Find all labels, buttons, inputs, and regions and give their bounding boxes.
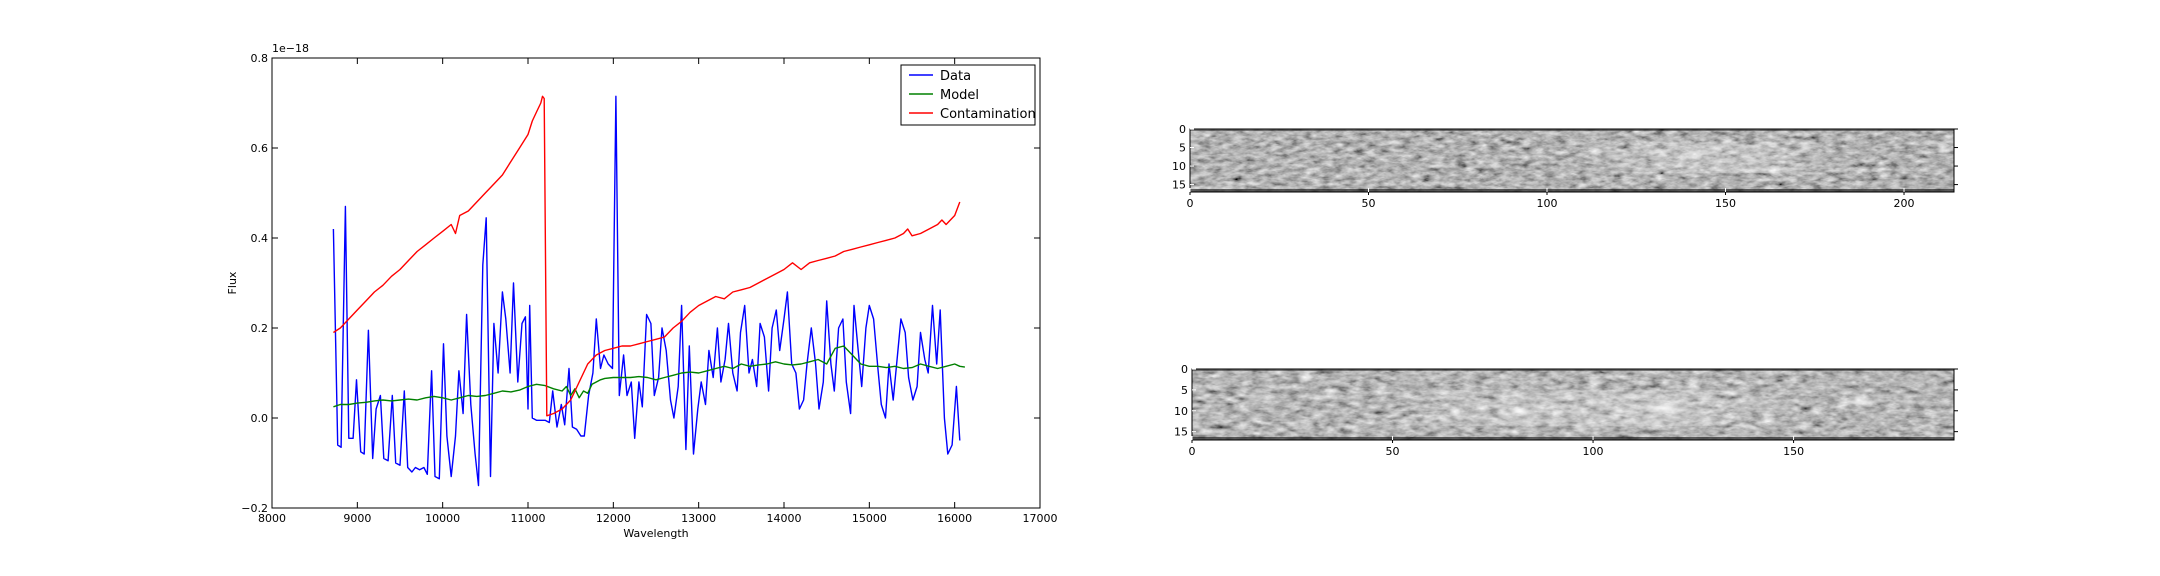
image-edge-bottom — [1190, 189, 1954, 192]
bright-spot — [1505, 406, 1534, 417]
y-tick-label: 0.8 — [251, 52, 269, 65]
x-tick-label: 14000 — [767, 512, 802, 525]
image-frame — [1191, 368, 1955, 441]
y-axis-label: Flux — [226, 271, 239, 294]
x-tick-label: 100 — [1537, 197, 1558, 210]
y-tick-label: 0.2 — [251, 322, 269, 335]
spectrum-plot: 8000 9000 10000 11000 12000 13000 14000 15000 16… — [226, 42, 1058, 540]
y-tick-label: 0.0 — [251, 412, 269, 425]
image-edge-top — [1192, 369, 1954, 371]
x-tick-label: 10000 — [425, 512, 460, 525]
y-tick-label: 0 — [1181, 363, 1188, 376]
x-tick-label: 17000 — [1023, 512, 1058, 525]
bright-spot — [1846, 390, 1871, 411]
image-edge-bottom — [1192, 437, 1954, 440]
y-offset-label: 1e−18 — [272, 42, 309, 55]
bright-spot — [1684, 148, 1705, 161]
x-tick-label: 50 — [1386, 445, 1400, 458]
spectrum-image-panel-bottom: 0 50 100 150 0 5 10 15 — [1174, 363, 1958, 458]
x-tick-label: 200 — [1894, 197, 1915, 210]
spectrum-trace — [1572, 141, 1840, 174]
legend-label-contamination: Contamination — [940, 107, 1036, 122]
bright-spot — [1448, 406, 1461, 417]
x-tick-label: 0 — [1187, 197, 1194, 210]
bright-spot — [1586, 146, 1603, 157]
y-tick-label: 10 — [1172, 160, 1186, 173]
x-tick-label: 13000 — [681, 512, 716, 525]
x-tick-label: 150 — [1715, 197, 1736, 210]
y-tick-label: 0.6 — [251, 142, 269, 155]
bright-spot — [1767, 163, 1782, 176]
x-tick-label: 9000 — [343, 512, 371, 525]
series-line-contamination — [333, 95, 961, 417]
axes-frame — [271, 57, 1041, 509]
x-tick-label: 11000 — [511, 512, 546, 525]
x-tick-label: 16000 — [937, 512, 972, 525]
x-tick-label: 15000 — [852, 512, 887, 525]
y-tick-label: 10 — [1174, 405, 1188, 418]
y-tick-label: 0 — [1179, 123, 1186, 136]
legend: Data Model Contamination — [900, 64, 1036, 126]
legend-label-model: Model — [940, 88, 979, 103]
image-frame — [1189, 128, 1955, 193]
y-tick-label: 5 — [1179, 142, 1186, 155]
x-tick-label: 150 — [1783, 445, 1804, 458]
series-line-model — [333, 345, 966, 408]
plot-area — [272, 58, 1040, 508]
x-tick-label: 50 — [1362, 197, 1376, 210]
x-axis-label: Wavelength — [623, 527, 688, 540]
y-tick-label: −0.2 — [241, 502, 268, 515]
spectrum-trace — [1359, 390, 1817, 426]
spectrum-image-panel-top: 0 50 100 150 200 0 5 10 15 — [1172, 123, 1958, 210]
y-tick-label: 15 — [1174, 426, 1188, 439]
x-tick-label: 12000 — [596, 512, 631, 525]
y-tick-label: 5 — [1181, 384, 1188, 397]
x-tick-label: 8000 — [258, 512, 286, 525]
bright-spot — [1638, 402, 1691, 415]
legend-label-data: Data — [940, 69, 971, 84]
image-edge-top — [1190, 129, 1954, 131]
bright-spot — [1934, 141, 1951, 154]
y-tick-label: 0.4 — [251, 232, 269, 245]
x-tick-label: 0 — [1189, 445, 1196, 458]
bright-spot — [1302, 169, 1315, 178]
x-tick-label: 100 — [1583, 445, 1604, 458]
y-tick-label: 15 — [1172, 179, 1186, 192]
series-line-data — [332, 95, 961, 487]
